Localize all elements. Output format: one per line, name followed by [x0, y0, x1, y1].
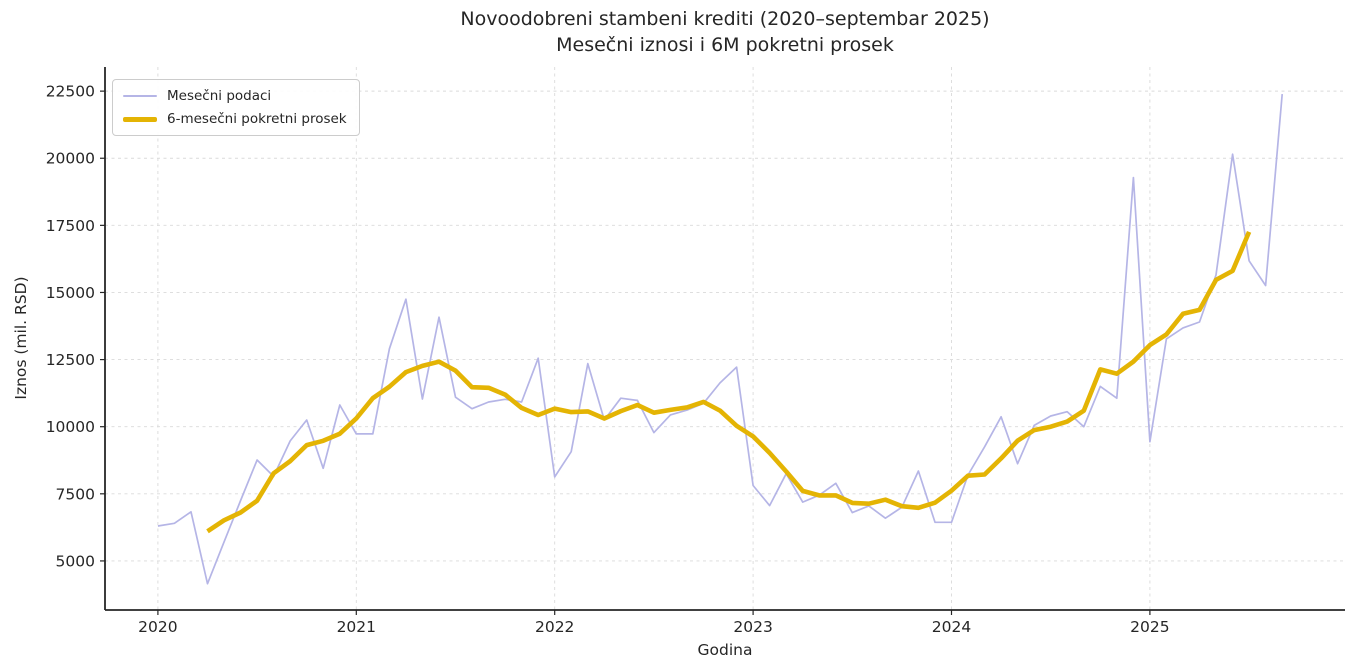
legend: Mesečni podaci 6-mesečni pokretni prosek: [112, 79, 360, 136]
legend-label-monthly: Mesečni podaci: [167, 88, 272, 104]
legend-item-ma: 6-mesečni pokretni prosek: [123, 111, 347, 127]
x-tick-label: 2022: [535, 618, 574, 636]
y-tick-label: 22500: [46, 83, 95, 101]
legend-line-monthly-icon: [123, 95, 157, 97]
title-block: Novoodobreni stambeni krediti (2020–sept…: [105, 7, 1345, 58]
legend-item-monthly: Mesečni podaci: [123, 88, 347, 104]
y-tick-label: 20000: [46, 150, 95, 168]
moving-average-line: [206, 231, 1252, 534]
x-tick-label: 2020: [138, 618, 177, 636]
y-axis-label: Iznos (mil. RSD): [12, 276, 30, 400]
x-tick-label: 2024: [932, 618, 971, 636]
y-tick-label: 7500: [56, 485, 95, 503]
chart-subtitle: Mesečni iznosi i 6M pokretni prosek: [556, 33, 894, 56]
legend-label-ma: 6-mesečni pokretni prosek: [167, 111, 347, 127]
y-tick-label: 15000: [46, 284, 95, 302]
x-tick-label: 2023: [733, 618, 772, 636]
y-tick-label: 10000: [46, 418, 95, 436]
monthly-data-line: [157, 94, 1284, 585]
chart-title: Novoodobreni stambeni krediti (2020–sept…: [460, 8, 990, 30]
x-tick-label: 2025: [1130, 618, 1169, 636]
y-tick-label: 12500: [46, 351, 95, 369]
y-tick-label: 5000: [56, 552, 95, 570]
legend-line-ma-icon: [123, 116, 157, 122]
x-axis-label: Godina: [697, 641, 753, 659]
x-tick-label: 2021: [337, 618, 376, 636]
y-tick-label: 17500: [46, 217, 95, 235]
